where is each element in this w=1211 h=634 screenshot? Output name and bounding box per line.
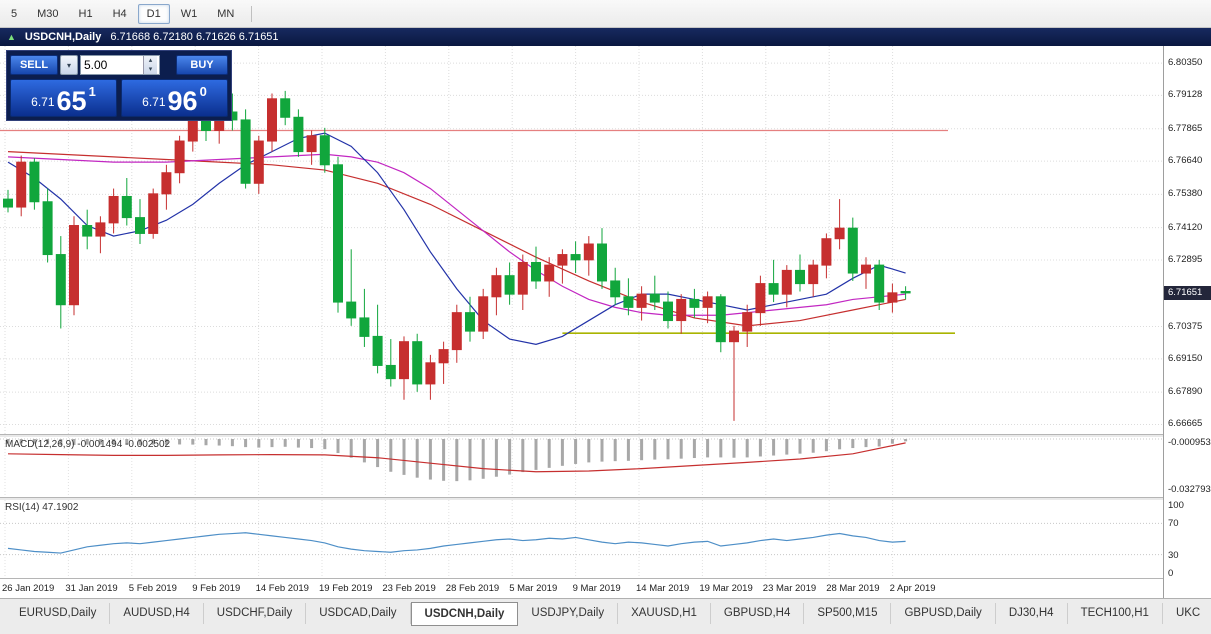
timeframe-toolbar: 5 M30 H1 H4 D1 W1 MN [0,0,1211,28]
macd-tick-label: -0.000953 [1168,437,1211,448]
sell-price-prefix: 6.71 [31,95,55,109]
sell-price-point: 1 [88,84,96,99]
chart-tab-sp500-m15[interactable]: SP500,M15 [804,603,892,624]
timeframe-button-mn[interactable]: MN [217,7,235,20]
main-grid [0,46,1163,434]
price-tick-label: 6.80350 [1168,57,1203,69]
current-price-badge: 6.71651 [1164,285,1211,300]
rsi-line [7,532,906,554]
date-label: 19 Feb 2019 [319,583,373,594]
spinner-down-icon[interactable]: ▾ [148,66,153,73]
date-label: 5 Feb 2019 [128,583,177,594]
date-label: 26 Jan 2019 [2,583,55,594]
price-tick-label: 6.67890 [1168,386,1203,398]
volume-input[interactable] [81,56,143,74]
date-axis[interactable]: 26 Jan 2019 31 Jan 2019 5 Feb 2019 9 Feb 20… [0,578,1163,598]
pane-divider[interactable] [0,434,1163,437]
macd-histogram [6,439,908,482]
date-label: 9 Mar 2019 [572,583,621,594]
timeframe-button-m30[interactable]: M30 [37,7,59,20]
chart-tab-usdcnh-daily[interactable]: USDCNH,Daily [410,602,519,626]
timeframe-button-h4[interactable]: H4 [112,7,127,20]
volume-field: ▴ ▾ [80,55,160,75]
date-label: 31 Jan 2019 [65,583,118,594]
chart-tab-tech100-h1[interactable]: TECH100,H1 [1068,603,1163,624]
ma-slow-line [7,151,906,327]
toolbar-separator [251,5,253,22]
rsi-tick-label: 30 [1168,549,1179,561]
chart-title: USDCNH,Daily [24,31,102,43]
rsi-indicator-label: RSI(14) 47.1902 [5,502,79,513]
volume-spinner[interactable]: ▴ ▾ [143,56,157,74]
chart-ohlc-values: 6.71668 6.72180 6.71626 6.71651 [110,31,279,43]
chart-tab-gbpusd-daily[interactable]: GBPUSD,Daily [891,603,996,624]
chart-panes: 26 Jan 2019 31 Jan 2019 5 Feb 2019 9 Feb 20… [0,46,1163,598]
price-tick-label: 6.77865 [1168,122,1203,134]
timeframe-button-h1[interactable]: H1 [78,7,93,20]
chart-window: ▲ USDCNH,Daily 6.71668 6.72180 6.71626 6… [0,28,1211,598]
macd-tick-label: -0.032793 [1168,484,1211,495]
buy-button[interactable]: BUY [176,55,228,75]
buy-price-point: 0 [199,84,207,99]
buy-price-pips: 96 [167,85,198,116]
macd-pane-canvas[interactable] [0,437,1163,497]
sell-price-button[interactable]: 6.71 65 1 [10,79,117,117]
pane-divider[interactable] [0,497,1163,500]
chart-tab-audusd-h4[interactable]: AUDUSD,H4 [110,603,204,624]
chart-tab-dj30-h4[interactable]: DJ30,H4 [996,603,1068,624]
timeframe-button-d1[interactable]: D1 [137,3,170,24]
one-click-panel-toggle-icon[interactable]: ▲ [7,31,16,42]
rsi-tick-label: 100 [1168,500,1184,511]
buy-price-button[interactable]: 6.71 96 0 [121,79,228,117]
buy-price-prefix: 6.71 [142,95,166,109]
sell-price-pips: 65 [56,85,87,116]
date-label: 14 Mar 2019 [636,583,690,594]
price-tick-label: 6.76640 [1168,155,1203,167]
chart-tab-usdjpy-daily[interactable]: USDJPY,Daily [518,603,619,624]
timeframe-button-w1[interactable]: W1 [180,7,198,20]
chart-tab-xauusd-h1[interactable]: XAUUSD,H1 [618,603,711,624]
price-tick-label: 6.74120 [1168,221,1203,233]
volume-dropdown-button[interactable]: ▾ [60,55,78,75]
rsi-tick-label: 0 [1168,568,1174,579]
macd-signal-line [7,442,906,473]
date-label: 23 Mar 2019 [762,583,817,594]
date-label: 2 Apr 2019 [889,583,936,594]
timeframe-button-5[interactable]: 5 [11,7,18,20]
chart-title-bar: ▲ USDCNH,Daily 6.71668 6.72180 6.71626 6… [0,28,1211,46]
price-tick-label: 6.66665 [1168,418,1203,430]
macd-indicator-label: MACD(12,26,9) -0.001494 -0.002502 [5,439,171,450]
date-label: 5 Mar 2019 [509,583,558,594]
date-label: 19 Mar 2019 [699,583,753,594]
price-scale[interactable]: 6.80350 6.79128 6.77865 6.76640 6.75380 6.741… [1163,46,1211,598]
date-label: 9 Feb 2019 [192,583,241,594]
date-label: 23 Feb 2019 [382,583,436,594]
chart-tab-eurusd-daily[interactable]: EURUSD,Daily [6,603,111,624]
chart-tab-gbpusd-h4[interactable]: GBPUSD,H4 [711,603,805,624]
one-click-trade-panel: SELL ▾ ▴ ▾ BUY 6.71 65 1 6.71 96 0 [6,50,232,121]
chart-tab-ukc[interactable]: UKC [1163,603,1211,624]
spinner-up-icon[interactable]: ▴ [148,57,153,64]
chart-tab-usdcad-daily[interactable]: USDCAD,Daily [306,603,411,624]
candles-layer [3,90,911,421]
date-label: 28 Mar 2019 [826,583,880,594]
price-tick-label: 6.79128 [1168,89,1203,101]
chevron-down-icon: ▾ [66,60,71,70]
chart-tab-bar: EURUSD,Daily AUDUSD,H4 USDCHF,Daily USDCAD,… [0,598,1211,634]
price-tick-label: 6.70375 [1168,320,1203,332]
rsi-pane-canvas[interactable] [0,500,1163,578]
date-label: 14 Feb 2019 [255,583,309,594]
rsi-tick-label: 70 [1168,518,1179,530]
chart-tab-usdchf-daily[interactable]: USDCHF,Daily [204,603,307,624]
price-tick-label: 6.69150 [1168,352,1203,364]
price-tick-label: 6.72895 [1168,253,1203,265]
date-label: 28 Feb 2019 [445,583,500,594]
sell-button[interactable]: SELL [10,55,58,75]
price-tick-label: 6.75380 [1168,188,1203,200]
